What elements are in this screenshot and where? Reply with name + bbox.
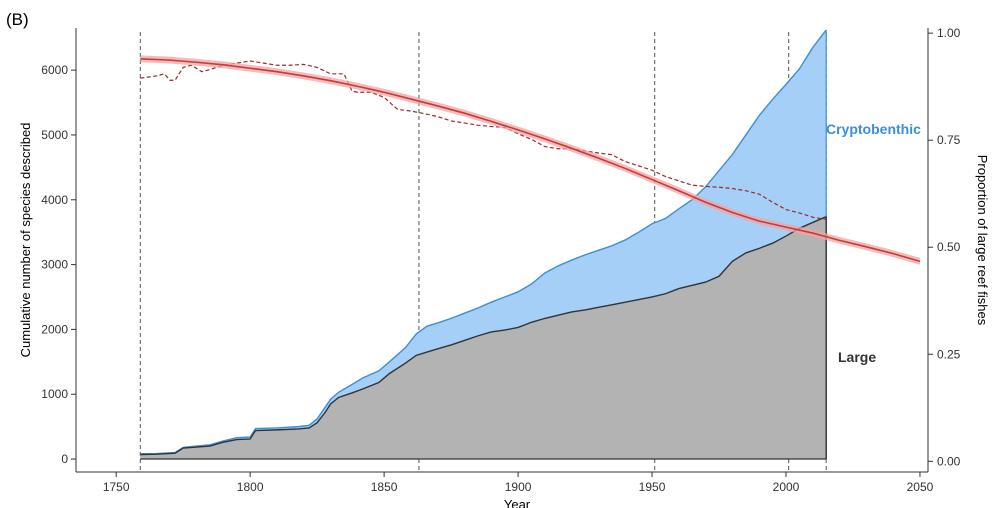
- y-axis-ticks: 0 1000 2000 3000 4000 5000 6000: [41, 63, 76, 466]
- y-tick-label: 4000: [41, 193, 68, 207]
- x-tick-label: 1850: [371, 480, 398, 494]
- x-axis-title: Year: [504, 497, 531, 508]
- y2-axis-ticks: 0.00 0.25 0.50 0.75 1.00: [928, 26, 961, 468]
- area-fill-large: [140, 216, 827, 460]
- x-tick-label: 2050: [907, 480, 934, 494]
- y2-tick-label: 1.00: [937, 26, 961, 40]
- x-tick-label: 1950: [639, 480, 666, 494]
- area-line-large: [140, 215, 827, 456]
- series-label-cryptobenthic: Cryptobenthic: [826, 121, 921, 137]
- y-tick-label: 1000: [41, 387, 68, 401]
- x-axis-ticks: 1750 1800 1850 1900 1950 2000 2050: [103, 472, 934, 494]
- area-line-cryptobenthic: [140, 29, 827, 455]
- x-tick-label: 1750: [103, 480, 130, 494]
- y2-tick-label: 0.50: [937, 240, 961, 254]
- area-series: [140, 29, 827, 460]
- y2-axis-title: Proportion of large reef fishes: [975, 155, 990, 326]
- x-tick-label: 2000: [773, 480, 800, 494]
- y-tick-label: 5000: [41, 128, 68, 142]
- y-axis-title: Cumulative number of species described: [18, 123, 33, 358]
- y2-tick-label: 0.25: [937, 347, 961, 361]
- y2-tick-label: 0.75: [937, 133, 961, 147]
- fitted-confidence-band: [140, 55, 920, 265]
- panel-label: (B): [6, 10, 29, 29]
- proportion-series: [140, 55, 921, 265]
- y-tick-label: 0: [61, 452, 68, 466]
- x-tick-label: 1900: [505, 480, 532, 494]
- fitted-proportion-line: [140, 58, 921, 263]
- series-label-large: Large: [838, 349, 876, 365]
- y-tick-label: 2000: [41, 322, 68, 336]
- y-tick-label: 3000: [41, 258, 68, 272]
- y2-tick-label: 0.00: [937, 454, 961, 468]
- y-tick-label: 6000: [41, 63, 68, 77]
- x-tick-label: 1800: [237, 480, 264, 494]
